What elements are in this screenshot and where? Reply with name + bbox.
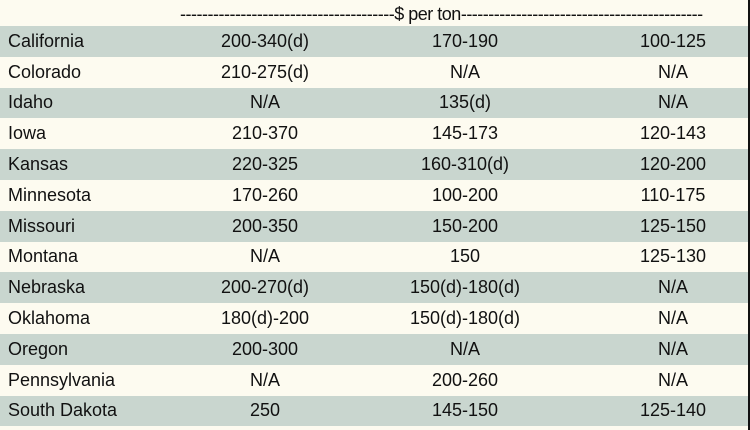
price-cell-col3: 125-150 <box>639 215 707 236</box>
price-cell-col1: 210-370 <box>231 123 299 144</box>
table-row: Minnesota 170-260 100-200 110-175 <box>0 179 748 211</box>
table-row: Oklahoma 180(d)-200 150(d)-180(d) N/A <box>0 303 748 334</box>
price-cell-col3: N/A <box>657 338 688 359</box>
table-row: Nebraska 200-270(d) 150(d)-180(d) N/A <box>0 272 748 304</box>
price-cell-col2: 150(d)-180(d) <box>409 277 521 298</box>
table-row: Montana N/A 150 125-130 <box>0 241 748 273</box>
state-cell: California <box>8 30 85 51</box>
price-cell-col2: 100-200 <box>431 184 499 205</box>
table-row: Colorado 210-275(d) N/A N/A <box>0 56 748 88</box>
price-cell-col1: 200-340(d) <box>220 30 310 51</box>
price-cell-col3: N/A <box>657 308 688 329</box>
price-cell-col3: N/A <box>657 369 688 390</box>
price-cell-col1: 200-300 <box>231 338 299 359</box>
state-cell: South Dakota <box>8 400 118 421</box>
state-cell: Idaho <box>8 92 54 113</box>
price-cell-col1: 210-275(d) <box>220 61 310 82</box>
price-cell-col1: N/A <box>249 92 280 113</box>
price-cell-col3: N/A <box>657 277 688 298</box>
state-cell: Kansas <box>8 154 69 175</box>
price-cell-col2: 150(d)-180(d) <box>409 308 521 329</box>
price-cell-col1: 200-350 <box>231 215 299 236</box>
table-row: Kansas 220-325 160-310(d) 120-200 <box>0 149 748 180</box>
price-cell-col2: 145-150 <box>431 400 499 421</box>
price-cell-col2: 170-190 <box>431 30 499 51</box>
table-row: Missouri 200-350 150-200 125-150 <box>0 210 748 242</box>
table-body: California 200-340(d) 170-190 100-125 Colora… <box>0 26 748 427</box>
table-row: California 200-340(d) 170-190 100-125 <box>0 26 748 57</box>
price-cell-col3: 110-175 <box>640 184 706 205</box>
price-cell-col2: N/A <box>449 61 480 82</box>
price-cell-col1: 180(d)-200 <box>220 308 310 329</box>
state-cell: Colorado <box>8 61 82 82</box>
price-cell-col2: 160-310(d) <box>420 154 510 175</box>
price-cell-col3: 125-140 <box>639 400 707 421</box>
price-cell-col3: N/A <box>657 92 688 113</box>
table-header: ---------------------------------------$… <box>0 0 748 26</box>
unit-header: ---------------------------------------$… <box>180 4 703 24</box>
price-cell-col2: 150-200 <box>431 215 499 236</box>
price-cell-col1: N/A <box>249 369 280 390</box>
state-cell: Montana <box>8 246 79 267</box>
price-cell-col1: 170-260 <box>231 184 299 205</box>
price-cell-col3: 125-130 <box>639 246 707 267</box>
table-row: Pennsylvania N/A 200-260 N/A <box>0 364 748 396</box>
state-cell: Oklahoma <box>8 308 91 329</box>
price-cell-col3: N/A <box>657 61 688 82</box>
price-cell-col2: N/A <box>449 338 480 359</box>
state-cell: Oregon <box>8 338 69 359</box>
state-cell: Missouri <box>8 215 76 236</box>
price-cell-col3: 100-125 <box>639 30 707 51</box>
price-cell-col2: 150 <box>449 246 481 267</box>
price-cell-col1: N/A <box>249 246 280 267</box>
state-cell: Minnesota <box>8 184 92 205</box>
table-row: Iowa 210-370 145-173 120-143 <box>0 118 748 150</box>
price-cell-col1: 250 <box>249 400 281 421</box>
table-row: Oregon 200-300 N/A N/A <box>0 333 748 365</box>
state-cell: Nebraska <box>8 277 86 298</box>
price-cell-col3: 120-200 <box>639 154 707 175</box>
price-cell-col3: 120-143 <box>639 123 707 144</box>
price-cell-col2: 145-173 <box>431 123 499 144</box>
table-row: South Dakota 250 145-150 125-140 <box>0 395 748 427</box>
price-cell-col2: 135(d) <box>438 92 492 113</box>
table-row: Idaho N/A 135(d) N/A <box>0 87 748 119</box>
price-cell-col1: 220-325 <box>231 154 299 175</box>
state-cell: Pennsylvania <box>8 369 116 390</box>
price-cell-col2: 200-260 <box>431 369 499 390</box>
price-cell-col1: 200-270(d) <box>220 277 310 298</box>
state-cell: Iowa <box>8 123 47 144</box>
